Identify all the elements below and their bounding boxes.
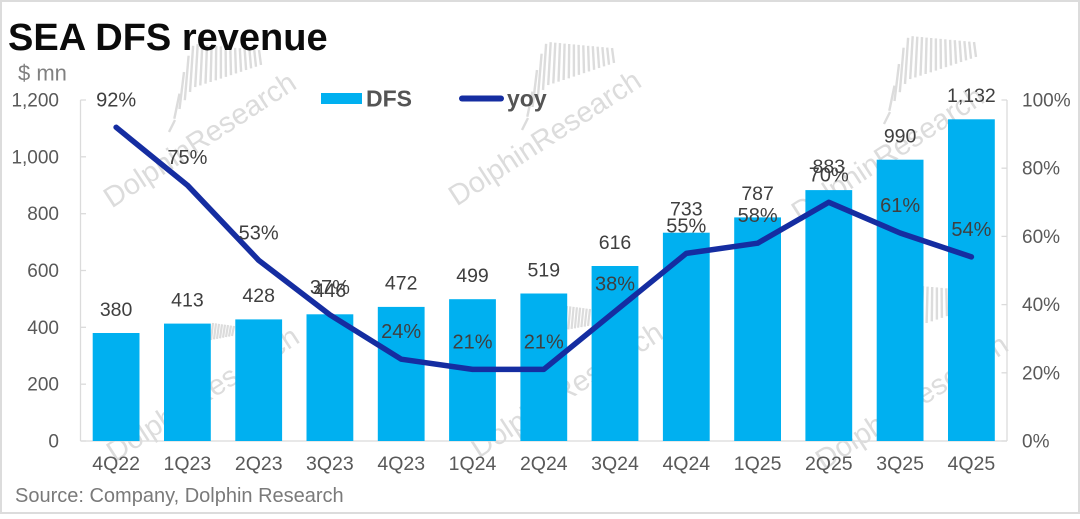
svg-text:3Q23: 3Q23 (306, 453, 354, 475)
svg-text:380: 380 (100, 299, 133, 321)
svg-text:616: 616 (599, 232, 632, 254)
svg-text:0: 0 (48, 432, 59, 453)
svg-text:0%: 0% (1022, 432, 1050, 453)
svg-text:54%: 54% (951, 219, 991, 241)
svg-text:1,132: 1,132 (947, 85, 996, 107)
svg-text:40%: 40% (1022, 295, 1060, 316)
svg-text:yoy: yoy (507, 86, 547, 112)
svg-text:519: 519 (528, 259, 561, 281)
svg-text:4Q23: 4Q23 (377, 453, 425, 475)
svg-text:SEA DFS revenue: SEA DFS revenue (8, 17, 328, 59)
svg-text:75%: 75% (167, 147, 207, 169)
svg-text:1Q24: 1Q24 (449, 453, 497, 475)
svg-text:Source: Company, Dolphin Resea: Source: Company, Dolphin Research (15, 485, 344, 507)
svg-text:472: 472 (385, 273, 418, 295)
svg-text:24%: 24% (381, 321, 421, 343)
svg-text:428: 428 (242, 285, 275, 307)
svg-text:37%: 37% (310, 277, 350, 299)
svg-text:80%: 80% (1022, 159, 1060, 180)
svg-text:4Q24: 4Q24 (662, 453, 710, 475)
svg-text:400: 400 (27, 318, 59, 339)
svg-text:1,000: 1,000 (11, 147, 59, 168)
svg-text:20%: 20% (1022, 363, 1060, 384)
svg-text:1,200: 1,200 (11, 91, 59, 112)
svg-text:55%: 55% (666, 215, 706, 237)
svg-text:4Q22: 4Q22 (92, 453, 140, 475)
svg-text:600: 600 (27, 261, 59, 282)
svg-text:2Q25: 2Q25 (805, 453, 853, 475)
svg-text:DFS: DFS (366, 86, 412, 112)
svg-text:70%: 70% (809, 164, 849, 186)
svg-text:1Q25: 1Q25 (734, 453, 782, 475)
svg-text:787: 787 (741, 183, 774, 205)
svg-text:21%: 21% (524, 331, 564, 353)
svg-text:100%: 100% (1022, 91, 1071, 112)
svg-text:21%: 21% (452, 331, 492, 353)
svg-text:200: 200 (27, 375, 59, 396)
svg-text:60%: 60% (1022, 227, 1060, 248)
svg-text:4Q25: 4Q25 (948, 453, 996, 475)
svg-text:92%: 92% (96, 89, 136, 111)
svg-text:3Q24: 3Q24 (591, 453, 639, 475)
svg-text:$ mn: $ mn (18, 61, 67, 86)
svg-text:413: 413 (171, 289, 204, 311)
svg-text:2Q23: 2Q23 (235, 453, 283, 475)
svg-text:990: 990 (884, 126, 917, 148)
svg-text:61%: 61% (880, 195, 920, 217)
svg-text:1Q23: 1Q23 (164, 453, 212, 475)
svg-text:38%: 38% (595, 273, 635, 295)
svg-text:3Q25: 3Q25 (876, 453, 924, 475)
svg-text:2Q24: 2Q24 (520, 453, 568, 475)
svg-text:58%: 58% (738, 205, 778, 227)
svg-text:499: 499 (456, 265, 489, 287)
svg-text:53%: 53% (239, 222, 279, 244)
svg-text:800: 800 (27, 204, 59, 225)
